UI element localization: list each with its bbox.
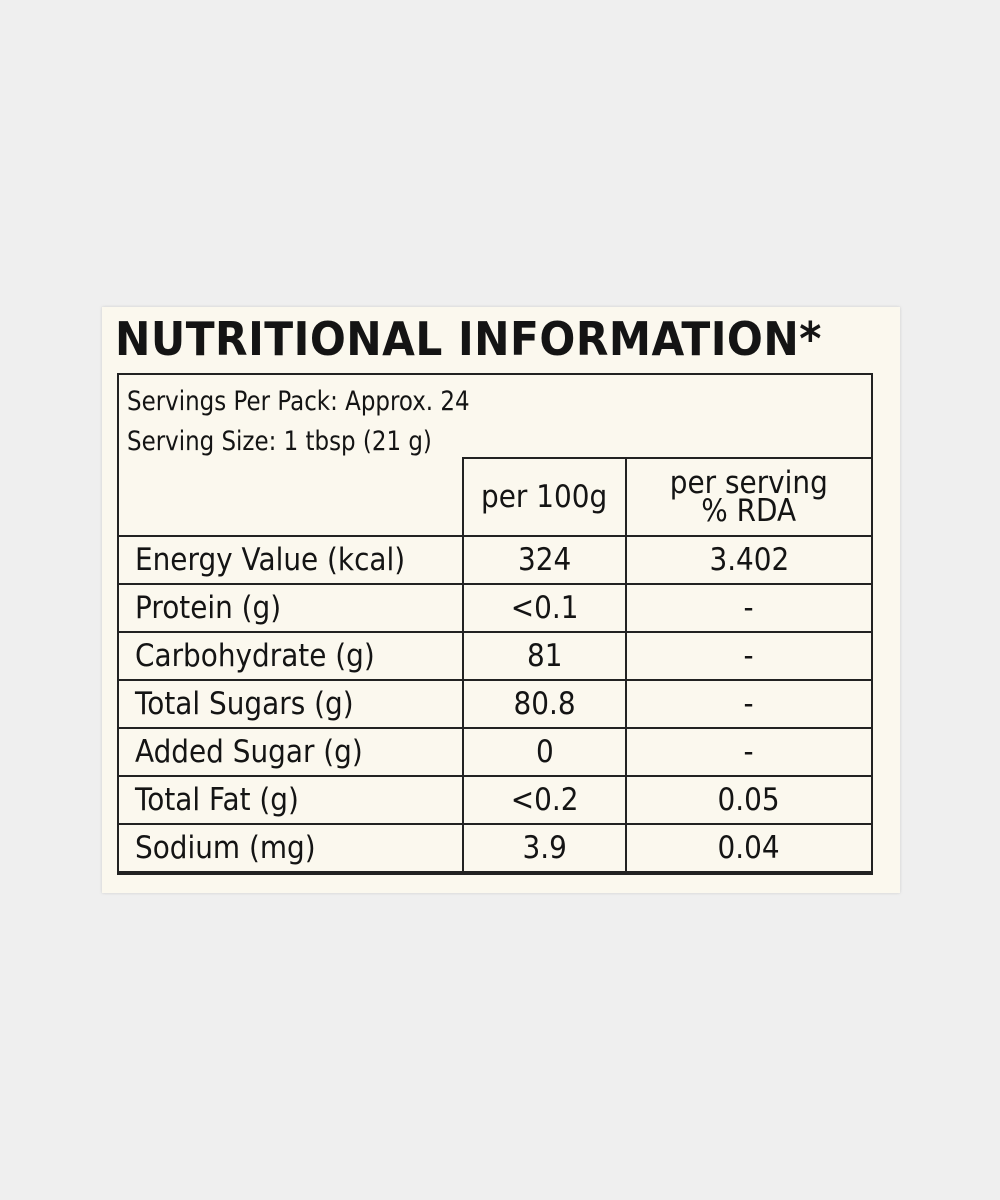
cell-text: Total Sugars (g) bbox=[135, 686, 354, 722]
nutrient-name: Energy Value (kcal) bbox=[117, 535, 464, 585]
cell-text: 0.04 bbox=[717, 830, 781, 866]
nutrient-name: Sodium (mg) bbox=[117, 823, 464, 873]
header-line: per 100g bbox=[481, 479, 608, 515]
nutrient-name: Protein (g) bbox=[117, 583, 464, 633]
cell-text: Added Sugar (g) bbox=[135, 734, 363, 770]
cell-text: - bbox=[743, 734, 755, 770]
nutrient-value: 324 bbox=[462, 535, 627, 585]
cell-text: 324 bbox=[517, 542, 572, 578]
label-title: NUTRITIONAL INFORMATION* bbox=[115, 312, 822, 366]
nutrient-value: - bbox=[625, 583, 873, 633]
cell-text: Protein (g) bbox=[135, 590, 282, 626]
cell-text: - bbox=[743, 590, 755, 626]
cell-text: 3.9 bbox=[522, 830, 567, 866]
cell-text: - bbox=[743, 686, 755, 722]
serving-info: Serving Size: 1 tbsp (21 g) bbox=[127, 426, 432, 457]
nutrient-value: - bbox=[625, 679, 873, 729]
cell-text: Sodium (mg) bbox=[135, 830, 316, 866]
column-header: per serving% RDA bbox=[625, 457, 873, 537]
cell-text: Energy Value (kcal) bbox=[135, 542, 406, 578]
column-header: per 100g bbox=[462, 457, 627, 537]
nutrient-name: Total Fat (g) bbox=[117, 775, 464, 825]
nutrient-value: - bbox=[625, 631, 873, 681]
nutrient-name: Carbohydrate (g) bbox=[117, 631, 464, 681]
nutrient-value: - bbox=[625, 727, 873, 777]
cell-text: - bbox=[743, 638, 755, 674]
cell-text: 81 bbox=[526, 638, 563, 674]
nutrient-value: <0.1 bbox=[462, 583, 627, 633]
nutrient-value: <0.2 bbox=[462, 775, 627, 825]
cell-text: Total Fat (g) bbox=[135, 782, 299, 818]
header-line: % RDA bbox=[701, 493, 797, 529]
cell-text: 0.05 bbox=[717, 782, 781, 818]
cell-text: Carbohydrate (g) bbox=[135, 638, 375, 674]
nutrient-value: 0.04 bbox=[625, 823, 873, 873]
nutrient-value: 81 bbox=[462, 631, 627, 681]
cell-text: 0 bbox=[535, 734, 554, 770]
label-card bbox=[102, 307, 900, 893]
nutrient-value: 0.05 bbox=[625, 775, 873, 825]
serving-info: Servings Per Pack: Approx. 24 bbox=[127, 386, 470, 417]
cell-text: 3.402 bbox=[709, 542, 789, 578]
nutrient-name: Total Sugars (g) bbox=[117, 679, 464, 729]
cell-text: 80.8 bbox=[513, 686, 576, 722]
nutrient-value: 3.9 bbox=[462, 823, 627, 873]
nutrient-value: 80.8 bbox=[462, 679, 627, 729]
cell-text: <0.1 bbox=[510, 590, 579, 626]
cell-text: <0.2 bbox=[510, 782, 579, 818]
nutrient-name: Added Sugar (g) bbox=[117, 727, 464, 777]
header-line: per serving bbox=[669, 465, 829, 501]
nutrient-value: 3.402 bbox=[625, 535, 873, 585]
nutrient-value: 0 bbox=[462, 727, 627, 777]
